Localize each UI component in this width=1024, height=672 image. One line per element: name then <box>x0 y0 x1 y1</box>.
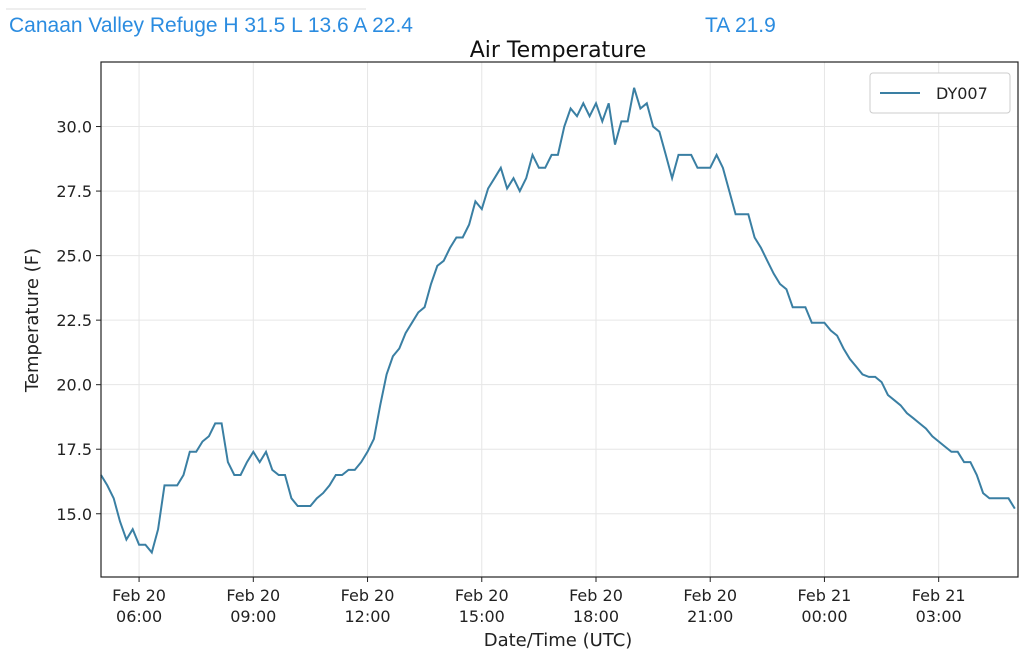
x-tick-time: 00:00 <box>801 607 847 626</box>
legend-label: DY007 <box>936 84 988 103</box>
x-axis-label: Date/Time (UTC) <box>484 630 633 651</box>
top-divider <box>6 8 366 10</box>
x-tick-time: 15:00 <box>459 607 505 626</box>
x-tick-time: 09:00 <box>230 607 276 626</box>
x-tick-date: Feb 20 <box>569 586 623 605</box>
x-tick-date: Feb 20 <box>226 586 280 605</box>
x-axis: Feb 20 06:00 Feb 20 09:00 Feb 20 12:00 Feb 20 1… <box>112 577 966 626</box>
ta-value: TA 21.9 <box>705 14 776 37</box>
x-tick-date: Feb 20 <box>455 586 509 605</box>
y-tick-label: 15.0 <box>56 505 92 524</box>
x-tick-date: Feb 20 <box>112 586 166 605</box>
x-tick-time: 12:00 <box>344 607 390 626</box>
chart-title: Air Temperature <box>470 38 647 63</box>
x-tick-time: 21:00 <box>687 607 733 626</box>
x-tick-time: 06:00 <box>116 607 162 626</box>
station-summary: Canaan Valley Refuge H 31.5 L 13.6 A 22.… <box>9 14 413 37</box>
y-axis: 15.0 17.5 20.0 22.5 25.0 27.5 30.0 <box>56 118 101 524</box>
plot-frame <box>100 61 1019 578</box>
x-tick-time: 03:00 <box>916 607 962 626</box>
y-tick-label: 22.5 <box>56 311 92 330</box>
y-tick-label: 30.0 <box>56 118 92 137</box>
x-tick-time: 18:00 <box>573 607 619 626</box>
legend-box <box>869 72 1011 114</box>
y-tick-label: 20.0 <box>56 376 92 395</box>
series-line-dy007 <box>100 87 1016 555</box>
y-tick-label: 17.5 <box>56 440 92 459</box>
grid <box>101 62 1018 577</box>
y-axis-label: Temperature (F) <box>22 248 43 393</box>
legend: DY007 <box>869 72 1011 114</box>
x-tick-date: Feb 20 <box>683 586 737 605</box>
y-tick-label: 25.0 <box>56 247 92 266</box>
y-tick-label: 27.5 <box>56 182 92 201</box>
x-tick-date: Feb 21 <box>798 586 852 605</box>
x-tick-date: Feb 20 <box>341 586 395 605</box>
x-tick-date: Feb 21 <box>912 586 966 605</box>
